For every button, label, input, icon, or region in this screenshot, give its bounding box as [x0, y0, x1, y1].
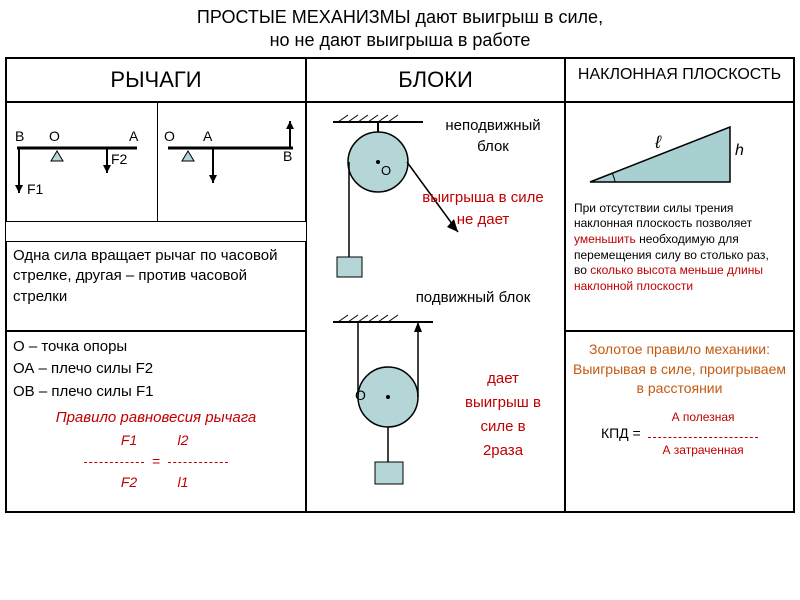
d1-O: O: [49, 128, 60, 144]
header-pulleys: БЛОКИ: [306, 58, 565, 102]
def-ob: ОВ – плечо силы F1: [13, 381, 299, 404]
movable-label: подвижный блок: [408, 287, 538, 308]
rule-eq: F1 l2 = F2 l1: [13, 430, 299, 493]
eq-l1: l1: [158, 472, 208, 493]
plane-svg-wrap: ℓ h: [570, 107, 789, 197]
plane-h: h: [735, 142, 744, 160]
kpd-label: КПД =: [601, 424, 641, 444]
mt2: выигрыш в: [465, 394, 541, 411]
fixed-pulley-block: О неподвижный блок выигрыша в силе не да…: [313, 107, 558, 287]
plane-text: При отсутствии силы трения наклонная пло…: [570, 197, 789, 299]
lever1-svg: [7, 103, 157, 221]
lever-diagram-2: O A B: [158, 103, 308, 221]
eq-f1: F1: [104, 430, 154, 451]
movable-pulley-block: подвижный блок О дает выигрыш в силе в: [313, 287, 558, 507]
levers-defs-cell: О – точка опоры ОА – плечо силы F2 ОВ – …: [6, 331, 306, 512]
plane-diagram-cell: ℓ h При отсутствии силы трения наклонная…: [565, 102, 794, 331]
golden-text: Золотое правило механики: Выигрывая в си…: [573, 341, 786, 396]
movable-O: О: [355, 387, 366, 403]
eq-line1: [84, 462, 144, 463]
levers-diagram-cell: B O A F1 F2 O A B: [6, 102, 306, 222]
header-levers: РЫЧАГИ: [6, 58, 306, 102]
golden-rule-cell: Золотое правило механики: Выигрывая в си…: [565, 331, 794, 512]
eq-line2: [168, 462, 228, 463]
def-oa: ОА – плечо силы F2: [13, 358, 299, 381]
main-grid: РЫЧАГИ БЛОКИ НАКЛОННАЯ ПЛОСКОСТЬ B O A F…: [5, 57, 795, 513]
fixed-O: О: [381, 163, 391, 178]
d2-O: O: [164, 128, 175, 144]
title-line2: но не дают выигрыша в работе: [270, 30, 531, 50]
eq-f2: F2: [104, 472, 154, 493]
mt1: дает: [487, 370, 519, 387]
fixed-text: выигрыша в силе не дает: [413, 187, 553, 232]
pt-before: При отсутствии силы трения наклонная пло…: [574, 201, 752, 231]
d1-F1: F1: [27, 181, 43, 197]
eq-eq: =: [152, 453, 160, 469]
a-spent: А затраченная: [662, 443, 743, 457]
main-title: ПРОСТЫЕ МЕХАНИЗМЫ дают выигрыш в силе, н…: [0, 0, 800, 57]
pt-red2: сколько высота меньше длины наклонной пл…: [574, 263, 763, 293]
plane-l: ℓ: [655, 132, 661, 153]
pt-red1: уменьшить: [574, 232, 636, 246]
kpd-block: КПД = А полезная А затраченная: [572, 409, 787, 459]
pulleys-cell: О неподвижный блок выигрыша в силе не да…: [306, 102, 565, 512]
mt3: силе в: [480, 418, 525, 435]
d1-B: B: [15, 128, 24, 144]
levers-text1: Одна сила вращает рычаг по часовой стрел…: [13, 247, 278, 305]
mt4: 2раза: [483, 442, 523, 459]
d2-A: A: [203, 128, 212, 144]
movable-text: дает выигрыш в силе в 2раза: [453, 367, 553, 463]
lever-diagram-1: B O A F1 F2: [7, 103, 158, 221]
a-useful: А полезная: [672, 410, 735, 424]
title-line1: ПРОСТЫЕ МЕХАНИЗМЫ дают выигрыш в силе,: [197, 7, 603, 27]
def-o: О – точка опоры: [13, 336, 299, 359]
d1-A: A: [129, 128, 138, 144]
eq-l2: l2: [158, 430, 208, 451]
fixed-label: неподвижный блок: [433, 115, 553, 157]
d1-F2: F2: [111, 151, 127, 167]
header-plane: НАКЛОННАЯ ПЛОСКОСТЬ: [565, 58, 794, 102]
levers-text-cell: Одна сила вращает рычаг по часовой стрел…: [6, 241, 306, 331]
d2-B: B: [283, 148, 292, 164]
rule-title: Правило равновесия рычага: [13, 407, 299, 430]
